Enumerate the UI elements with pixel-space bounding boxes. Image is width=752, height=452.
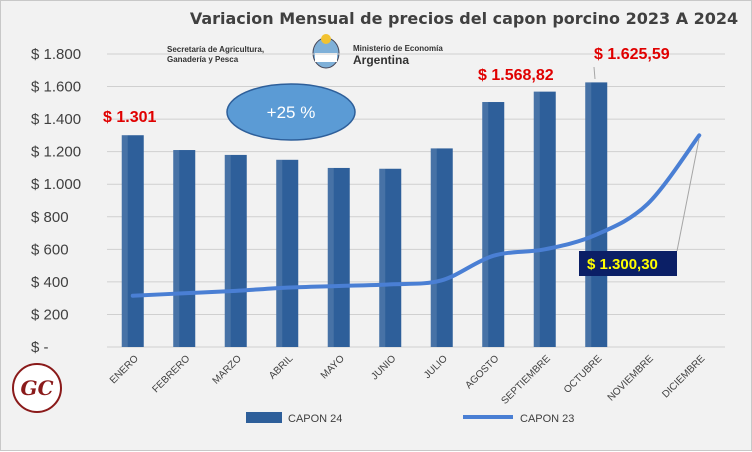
y-tick-label: $ 600 (31, 241, 69, 258)
bar-highlight (533, 91, 540, 347)
annotation-diciembre-box (579, 251, 677, 276)
bar-octubre (585, 82, 608, 347)
x-tick-label: MARZO (211, 353, 244, 386)
x-tick-label: JULIO (422, 353, 450, 381)
legend-label-capon23: CAPON 23 (520, 413, 574, 425)
line-series (130, 133, 702, 298)
legend: CAPON 24 CAPON 23 (246, 412, 574, 425)
x-tick-label: ENERO (108, 353, 141, 386)
x-tick-label: MAYO (319, 353, 347, 381)
y-tick-label: $ 800 (31, 209, 69, 226)
variation-label: +25 % (267, 103, 316, 122)
bar-febrero (173, 150, 196, 347)
annotation-diciembre-leader (676, 138, 700, 252)
bar-marzo (224, 154, 247, 347)
bar-septiembre (533, 91, 556, 347)
x-tick-label: DICIEMBRE (660, 353, 707, 400)
coat-of-arms-icon (312, 34, 340, 69)
bar-highlight (482, 102, 489, 348)
annotation-diciembre: $ 1.300,30 (587, 256, 658, 273)
bar-junio (379, 168, 402, 347)
bar-highlight (379, 168, 386, 347)
bar-agosto (482, 102, 505, 348)
y-tick-label: $ 1.200 (31, 144, 81, 161)
bar-highlight (327, 167, 334, 347)
annotation-octubre: $ 1.625,59 (594, 46, 670, 63)
y-tick-label: $ 200 (31, 306, 69, 323)
chart-title: Variacion Mensual de precios del capon p… (190, 9, 738, 28)
y-tick-label: $ 1.000 (31, 176, 81, 193)
bar-highlight (276, 159, 283, 347)
bar-highlight (224, 154, 231, 347)
bar-series (121, 82, 608, 348)
gc-logo-text: GC (21, 376, 54, 400)
x-tick-label: OCTUBRE (562, 353, 605, 396)
y-tick-label: $ 400 (31, 274, 69, 291)
gc-logo-ring (12, 363, 62, 413)
bar-highlight (121, 135, 128, 347)
bar-abril (276, 159, 299, 347)
x-axis: ENERO FEBRERO MARZO ABRIL MAYO JUNIO JULIO AGOS… (108, 353, 708, 407)
x-tick-label: NOVIEMBRE (606, 353, 656, 403)
logo-right-line2: Argentina (353, 53, 409, 67)
logo-left-line1: Secretaría de Agricultura, (167, 45, 264, 54)
grid-lines (107, 53, 725, 348)
bar-julio (430, 148, 453, 347)
annotation-octubre-leader (593, 66, 596, 80)
bar-highlight (430, 148, 437, 347)
y-tick-label: $ - (31, 339, 49, 356)
x-tick-label: ABRIL (267, 353, 296, 382)
annotation-enero: $ 1.301 (103, 109, 156, 126)
line-capon23 (130, 133, 702, 298)
bar-highlight (173, 150, 180, 347)
variation-bubble: +25 % (226, 83, 356, 141)
annotation-septiembre: $ 1.568,82 (478, 67, 554, 84)
x-tick-label: SEPTIEMBRE (500, 353, 554, 407)
legend-swatch-capon24 (246, 412, 282, 423)
government-logo: Secretaría de Agricultura, Ganadería y P… (167, 34, 443, 69)
y-tick-label: $ 1.800 (31, 46, 81, 63)
x-tick-label: FEBRERO (150, 353, 192, 395)
x-tick-label: JUNIO (369, 353, 398, 382)
y-tick-label: $ 1.400 (31, 111, 81, 128)
y-tick-label: $ 1.600 (31, 79, 81, 96)
x-tick-label: AGOSTO (463, 353, 501, 391)
legend-label-capon24: CAPON 24 (288, 413, 342, 425)
bar-mayo (327, 167, 350, 347)
logo-right-line1: Ministerio de Economía (353, 44, 443, 53)
logo-left-line2: Ganadería y Pesca (167, 55, 239, 64)
variation-ellipse (226, 83, 356, 141)
bar-highlight (585, 82, 592, 347)
gc-logo: GC (12, 363, 62, 413)
y-axis: $ - $ 200 $ 400 $ 600 $ 800 $ 1.000 $ 1.200 $ 1… (31, 46, 81, 356)
